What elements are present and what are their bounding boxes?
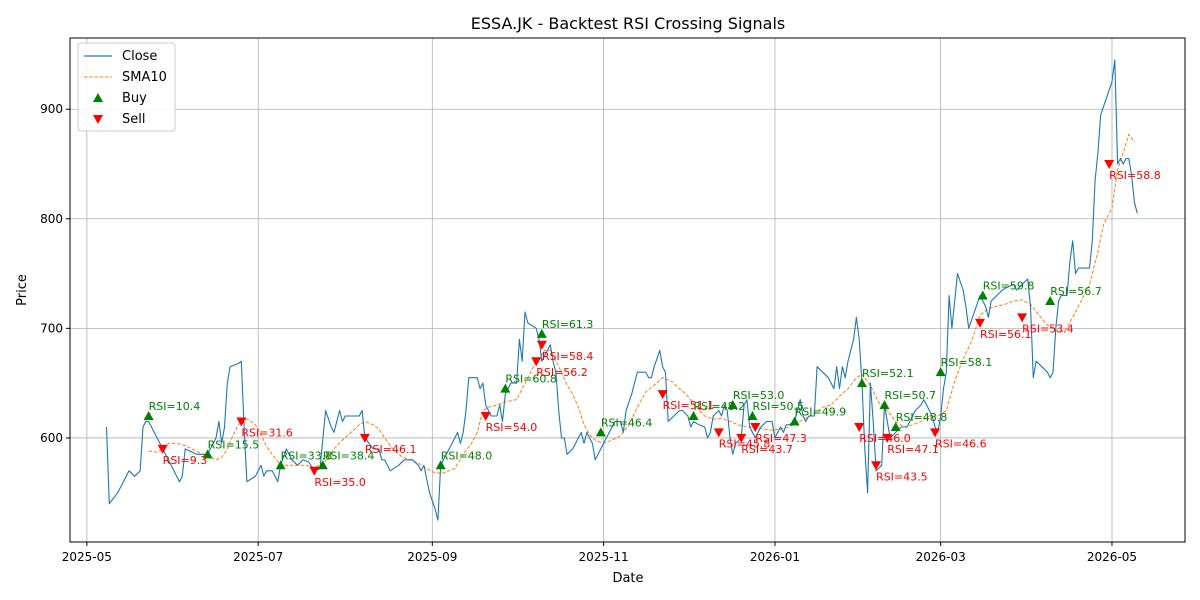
sell-marker: [930, 428, 941, 438]
buy-marker: [1045, 295, 1056, 305]
buy-marker: [890, 421, 901, 431]
sell-marker: [1104, 160, 1115, 169]
legend-swatch-sell: [93, 115, 103, 124]
buy-label: RSI=58.1: [941, 356, 993, 369]
x-tick-label: 2026-03: [916, 550, 966, 564]
y-tick-label: 700: [40, 321, 63, 335]
buy-marker: [977, 290, 988, 300]
legend-label: Sell: [122, 112, 145, 127]
y-tick-label: 600: [40, 431, 63, 445]
sell-marker: [736, 433, 747, 443]
sell-label: RSI=9.3: [163, 454, 208, 467]
x-tick-label: 2025-11: [579, 550, 629, 564]
sell-label: RSI=54.0: [486, 421, 538, 434]
sell-marker: [1017, 313, 1028, 323]
legend: Close SMA10 Buy Sell: [77, 42, 176, 132]
buy-marker: [536, 328, 547, 338]
sell-marker: [157, 444, 168, 454]
buy-marker: [789, 416, 800, 426]
legend-label: Buy: [122, 91, 147, 106]
buy-marker: [747, 411, 758, 420]
legend-swatch-buy: [93, 93, 103, 102]
sell-label: RSI=31.6: [241, 426, 293, 439]
buy-label: RSI=61.3: [542, 318, 594, 331]
x-tick-label: 2026-01: [750, 550, 800, 564]
sell-label: RSI=56.2: [536, 366, 588, 379]
sell-label: RSI=35.0: [314, 476, 366, 489]
sell-marker: [871, 461, 882, 471]
buy-marker: [317, 460, 328, 470]
sell-marker: [359, 433, 370, 443]
buy-marker: [857, 378, 868, 388]
sell-marker: [657, 390, 668, 400]
buy-marker: [143, 411, 154, 420]
buy-marker: [500, 383, 511, 393]
x-tick-label: 2025-05: [62, 550, 112, 564]
sell-marker: [974, 318, 985, 328]
buy-marker: [688, 411, 699, 420]
sell-marker: [750, 422, 761, 432]
sell-marker: [480, 412, 491, 421]
legend-label: Close: [122, 49, 157, 64]
sell-label: RSI=58.4: [542, 350, 594, 363]
buy-label: RSI=59.8: [983, 279, 1035, 292]
y-axis-label: Price: [15, 274, 30, 306]
buy-marker: [275, 460, 286, 470]
buy-label: RSI=52.1: [862, 367, 914, 380]
sell-marker: [536, 340, 547, 350]
axis-ticks: 2025-05 2025-07 2025-09 2025-11 2026-01 2026-…: [40, 102, 1137, 564]
buy-marker: [935, 367, 946, 377]
sell-marker: [309, 466, 320, 476]
sell-marker: [882, 433, 893, 443]
buy-label: RSI=15.5: [208, 438, 260, 451]
legend-box: [77, 42, 176, 132]
x-axis-label: Date: [612, 571, 643, 586]
buy-label: RSI=49.9: [795, 405, 847, 418]
sell-label: RSI=47.1: [887, 443, 939, 456]
buy-label: RSI=50.5: [752, 400, 804, 413]
buy-label: RSI=53.0: [733, 389, 785, 402]
sell-marker: [236, 417, 247, 427]
x-tick-label: 2025-07: [233, 550, 283, 564]
sell-marker: [713, 428, 724, 438]
sell-label: RSI=47.3: [755, 432, 807, 445]
buy-label: RSI=56.7: [1050, 285, 1102, 298]
sell-label: RSI=43.5: [876, 470, 928, 483]
buy-label: RSI=50.7: [884, 389, 936, 402]
sell-label: RSI=58.8: [1109, 169, 1161, 182]
buy-label: RSI=46.4: [601, 416, 653, 429]
buy-marker: [435, 460, 446, 470]
grid: [70, 38, 1185, 542]
sell-label: RSI=46.6: [935, 437, 987, 450]
sell-label: RSI=45.8: [719, 437, 771, 450]
buy-label: RSI=38.4: [323, 449, 375, 462]
sell-label: RSI=51.1: [663, 399, 715, 412]
legend-label: SMA10: [122, 70, 167, 85]
buy-label: RSI=48.8: [896, 411, 948, 424]
sell-label: RSI=56.1: [980, 328, 1032, 341]
buy-label: RSI=10.4: [149, 400, 201, 413]
sell-marker: [531, 357, 542, 367]
buy-label: RSI=60.8: [505, 373, 557, 386]
plot-frame: [69, 37, 1186, 543]
buy-marker: [727, 400, 738, 410]
y-tick-label: 800: [40, 212, 63, 226]
buy-marker: [879, 400, 890, 410]
buy-marker: [595, 427, 606, 437]
buy-marker: [202, 449, 213, 459]
buy-label: RSI=33.8: [281, 449, 333, 462]
sell-marker: [854, 422, 865, 432]
x-tick-label: 2026-05: [1087, 550, 1137, 564]
y-tick-label: 900: [40, 102, 63, 116]
x-tick-label: 2025-09: [407, 550, 457, 564]
sell-label: RSI=53.4: [1022, 322, 1074, 335]
chart-title: ESSA.JK - Backtest RSI Crossing Signals: [471, 14, 786, 33]
buy-label: RSI=48.0: [441, 449, 493, 462]
sell-label: RSI=43.7: [741, 443, 793, 456]
sell-label: RSI=46.1: [365, 443, 417, 456]
